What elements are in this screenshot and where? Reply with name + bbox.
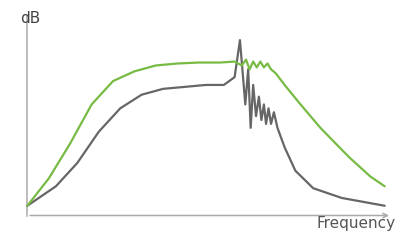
Text: dB: dB — [20, 11, 40, 26]
Text: Frequency: Frequency — [316, 216, 395, 231]
